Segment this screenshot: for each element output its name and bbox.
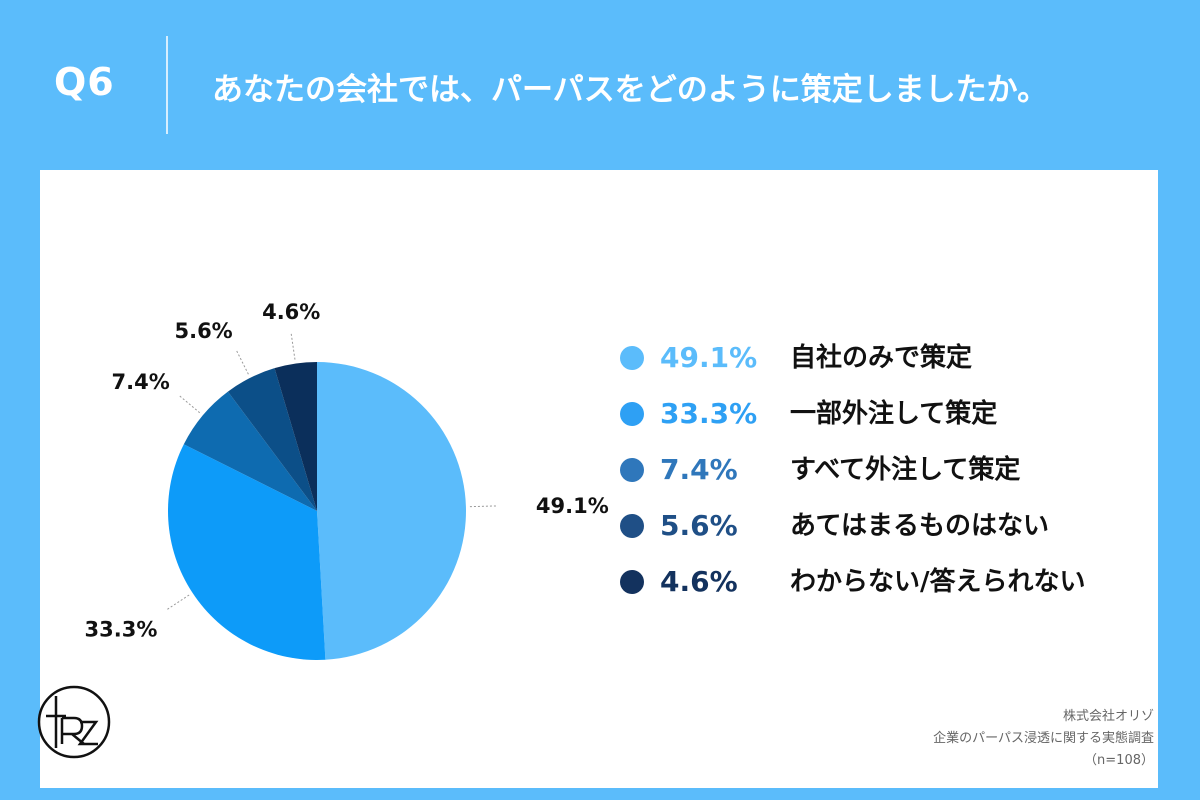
legend-item: 33.3% 一部外注して策定 bbox=[620, 394, 1140, 450]
question-number: Q6 bbox=[54, 60, 115, 104]
pie-slice bbox=[168, 444, 326, 660]
legend-item: 4.6% わからない/答えられない bbox=[620, 562, 1140, 618]
legend-label: わからない/答えられない bbox=[790, 567, 1086, 597]
footer-company: 株式会社オリゾ bbox=[1062, 709, 1154, 724]
pie-slice bbox=[183, 391, 317, 511]
pie-slice bbox=[274, 362, 317, 511]
legend-dot-icon bbox=[620, 570, 644, 594]
legend-dot-icon bbox=[620, 458, 644, 482]
legend-item: 7.4% すべて外注して策定 bbox=[620, 450, 1140, 506]
legend-label: すべて外注して策定 bbox=[790, 455, 1021, 485]
rz-logo-icon bbox=[37, 685, 111, 759]
legend-percent: 49.1% bbox=[660, 341, 758, 374]
footer-source: 株式会社オリゾ 企業のパーパス浸透に関する実態調査 （n=108） bbox=[754, 706, 1154, 772]
leader-line bbox=[179, 395, 201, 414]
question-text: あなたの会社では、パーパスをどのように策定しましたか。 bbox=[212, 72, 1049, 108]
legend-item: 49.1% 自社のみで策定 bbox=[620, 338, 1140, 394]
legend-dot-icon bbox=[620, 402, 644, 426]
pie-chart: 49.1% 33.3% 7.4% 5.6% 4.6% bbox=[85, 300, 609, 660]
leader-line bbox=[236, 350, 249, 375]
slice-label: 7.4% bbox=[112, 370, 170, 394]
legend-label: あてはまるものはない bbox=[790, 511, 1049, 541]
legend-dot-icon bbox=[620, 346, 644, 370]
legend-percent: 33.3% bbox=[660, 397, 758, 430]
legend: 49.1% 自社のみで策定 33.3% 一部外注して策定 7.4% すべて外注し… bbox=[620, 338, 1140, 618]
header-divider bbox=[166, 36, 168, 134]
legend-dot-icon bbox=[620, 514, 644, 538]
slice-label: 4.6% bbox=[262, 300, 320, 324]
legend-item: 5.6% あてはまるものはない bbox=[620, 506, 1140, 562]
slice-label: 49.1% bbox=[536, 494, 609, 518]
legend-percent: 5.6% bbox=[660, 509, 738, 542]
pie-slice bbox=[227, 368, 317, 511]
legend-percent: 7.4% bbox=[660, 453, 738, 486]
footer-survey: 企業のパーパス浸透に関する実態調査 bbox=[933, 731, 1154, 746]
pie-slice bbox=[317, 362, 467, 660]
legend-label: 自社のみで策定 bbox=[790, 343, 973, 373]
header: Q6 あなたの会社では、パーパスをどのように策定しましたか。 bbox=[0, 0, 1200, 170]
legend-label: 一部外注して策定 bbox=[790, 399, 998, 429]
slice-label: 5.6% bbox=[174, 319, 232, 343]
footer-sample: （n=108） bbox=[1084, 753, 1154, 768]
slice-label: 33.3% bbox=[85, 617, 158, 641]
leader-line bbox=[167, 594, 190, 610]
legend-percent: 4.6% bbox=[660, 565, 738, 598]
leader-line bbox=[469, 505, 496, 508]
chart-panel: 49.1% 33.3% 7.4% 5.6% 4.6% 49.1% 自社のみで策定 33.… bbox=[40, 170, 1158, 788]
leader-line bbox=[290, 333, 296, 360]
